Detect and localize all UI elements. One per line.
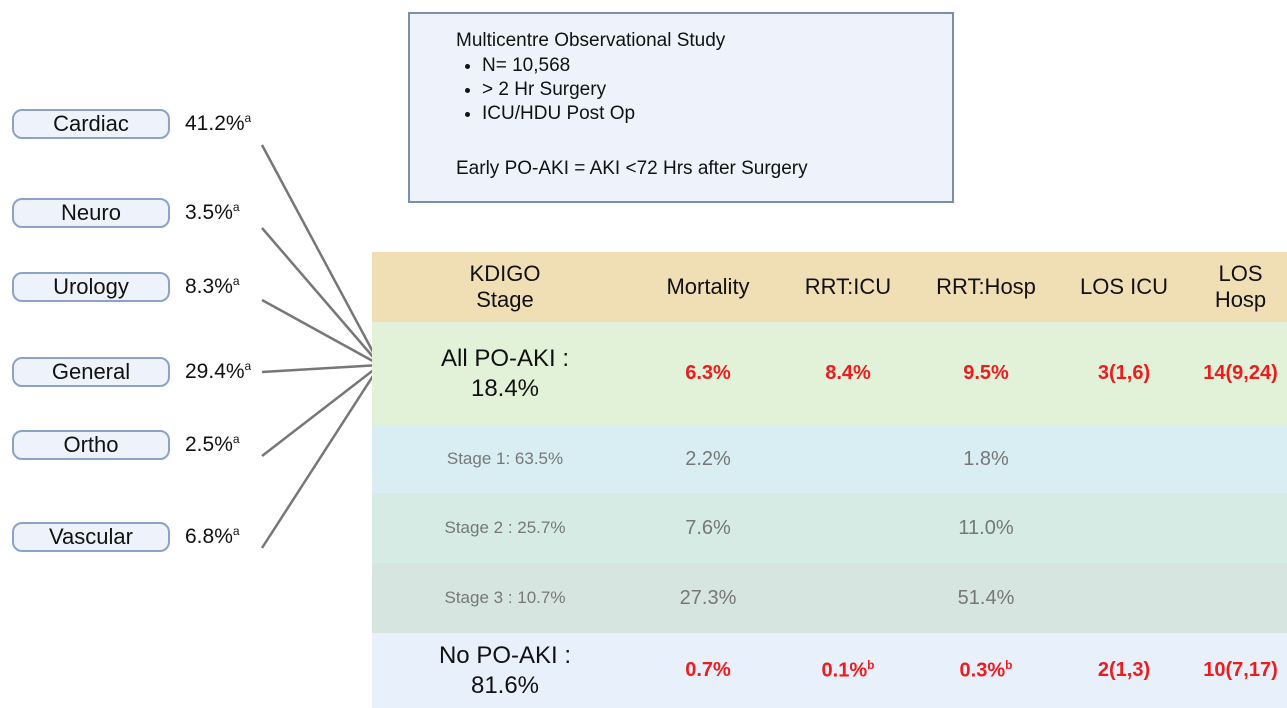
- table-cell: 3(1,6): [1054, 362, 1194, 385]
- specialty-value: 8.3%a: [185, 274, 240, 299]
- cell-value: 6.3%: [685, 362, 731, 384]
- cell-value: 8.4%: [825, 362, 871, 384]
- table-cell: 8.4%: [778, 362, 918, 385]
- value: 29.4%: [185, 360, 245, 383]
- value: 2.5%: [185, 433, 233, 456]
- footnote: a: [232, 274, 240, 288]
- specialty-label: Neuro: [12, 198, 170, 228]
- table-cell: 6.3%: [638, 362, 778, 385]
- table-cell: 2.2%: [638, 448, 778, 471]
- value: 3.5%: [185, 201, 233, 224]
- definition: Early PO-AKI = AKI <72 Hrs after Surgery: [456, 158, 808, 179]
- cell-value: 27.3%: [679, 586, 737, 609]
- study-box: Multicentre Observational Study N= 10,56…: [408, 12, 954, 203]
- specialty-value: 41.2%a: [185, 111, 251, 136]
- bullet: N= 10,568: [482, 54, 635, 78]
- bullet: > 2 Hr Surgery: [482, 78, 635, 102]
- table-row: No PO-AKI : 81.6% 0.7% 0.1%b 0.3%b 2(1,3) 10(…: [372, 633, 1287, 708]
- header-cell: RRT:ICU: [804, 274, 892, 299]
- cell-value: 11.0%: [958, 516, 1014, 539]
- cell-value: 1.8%: [963, 447, 1009, 470]
- specialty-label: Vascular: [12, 522, 170, 552]
- cell-value: 3(1,6): [1097, 362, 1151, 384]
- footnote: a: [244, 111, 252, 125]
- table-cell: 11.0%: [918, 517, 1054, 540]
- specialty-value: 29.4%a: [185, 359, 251, 384]
- stage-label: All PO-AKI : 18.4%: [440, 344, 570, 402]
- footnote: a: [244, 359, 252, 373]
- table-cell: 0.7%: [638, 659, 778, 682]
- study-bullets: N= 10,568 > 2 Hr Surgery ICU/HDU Post Op: [456, 54, 635, 126]
- header-cell: KDIGO Stage: [469, 261, 541, 312]
- header-cell: RRT:Hosp: [936, 274, 1036, 299]
- cell-value: 10(7,17): [1203, 659, 1278, 681]
- specialty-label: Ortho: [12, 430, 170, 460]
- cell-value: 0.3%: [959, 659, 1006, 682]
- stage-label: No PO-AKI : 81.6%: [438, 641, 572, 699]
- cell-value: 2(1,3): [1097, 659, 1151, 681]
- specialty-label: General: [12, 357, 170, 387]
- table-cell: 7.6%: [638, 517, 778, 540]
- footnote: b: [867, 658, 875, 673]
- table-cell: 14(9,24): [1194, 362, 1287, 385]
- table-row: Stage 3 : 10.7% 27.3% 51.4%: [372, 563, 1287, 633]
- value: 6.8%: [185, 525, 233, 548]
- cell-value: 0.1%: [821, 659, 868, 682]
- cell-value: 51.4%: [957, 586, 1015, 609]
- table-row: Stage 2 : 25.7% 7.6% 11.0%: [372, 493, 1287, 563]
- specialty-label: Urology: [12, 272, 170, 302]
- header-cell: LOS Hosp: [1214, 261, 1267, 312]
- stage-label: Stage 3 : 10.7%: [444, 588, 566, 607]
- study-title: Multicentre Observational Study: [456, 30, 726, 51]
- footnote: b: [1005, 658, 1013, 673]
- header-cell: Mortality: [666, 274, 750, 299]
- header-cell: LOS ICU: [1079, 274, 1169, 299]
- table-cell: 27.3%: [638, 587, 778, 610]
- stage-label: Stage 1: 63.5%: [446, 449, 564, 468]
- footnote: a: [232, 524, 240, 538]
- table-cell: 1.8%: [918, 448, 1054, 471]
- specialty-value: 3.5%a: [185, 200, 240, 225]
- bullet: ICU/HDU Post Op: [482, 102, 635, 126]
- cell-value: 7.6%: [685, 516, 731, 539]
- table-cell: 0.3%b: [918, 658, 1054, 683]
- specialty-label: Cardiac: [12, 109, 170, 139]
- connector-lines: [260, 144, 382, 549]
- table-cell: 2(1,3): [1054, 659, 1194, 682]
- footnote: a: [232, 200, 240, 214]
- specialty-value: 6.8%a: [185, 524, 240, 549]
- table-row: Stage 1: 63.5% 2.2% 1.8%: [372, 425, 1287, 493]
- cell-value: 0.7%: [685, 659, 731, 681]
- stage-label: Stage 2 : 25.7%: [444, 518, 566, 537]
- footnote: a: [232, 432, 240, 446]
- cell-value: 9.5%: [963, 362, 1009, 384]
- cell-value: 2.2%: [685, 447, 731, 470]
- specialty-value: 2.5%a: [185, 432, 240, 457]
- table-cell: 10(7,17): [1194, 659, 1287, 682]
- value: 8.3%: [185, 275, 233, 298]
- table-row: All PO-AKI : 18.4% 6.3% 8.4% 9.5% 3(1,6) 14(9…: [372, 322, 1287, 425]
- cell-value: 14(9,24): [1203, 362, 1278, 384]
- table-cell: 51.4%: [918, 587, 1054, 610]
- value: 41.2%: [185, 112, 245, 135]
- header-row: KDIGO Stage Mortality RRT:ICU RRT:Hosp LOS I…: [372, 252, 1287, 322]
- table-cell: 9.5%: [918, 362, 1054, 385]
- table-cell: 0.1%b: [778, 658, 918, 683]
